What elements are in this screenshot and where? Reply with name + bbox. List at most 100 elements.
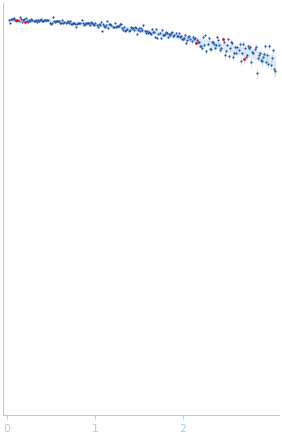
Point — [83, 20, 88, 27]
Point — [74, 24, 78, 31]
Point — [14, 17, 19, 24]
Point — [81, 21, 86, 28]
Point — [139, 24, 144, 31]
Point — [123, 27, 127, 34]
Point — [76, 19, 81, 26]
Point — [237, 41, 242, 48]
Point — [258, 49, 262, 56]
Point — [109, 22, 114, 29]
Point — [79, 16, 84, 23]
Point — [200, 45, 204, 52]
Point — [42, 17, 47, 24]
Point — [39, 16, 43, 23]
Point — [9, 16, 13, 23]
Point — [73, 21, 78, 28]
Point — [173, 30, 178, 37]
Point — [185, 36, 190, 43]
Point — [90, 19, 94, 26]
Point — [103, 24, 107, 31]
Point — [62, 18, 67, 25]
Point — [58, 20, 62, 27]
Point — [132, 27, 136, 34]
Point — [96, 20, 101, 27]
Point — [182, 34, 186, 41]
Point — [46, 17, 51, 24]
Point — [92, 22, 97, 29]
Point — [100, 28, 104, 35]
Point — [10, 15, 14, 22]
Point — [175, 32, 180, 39]
Point — [141, 22, 146, 29]
Point — [65, 18, 70, 25]
Point — [239, 49, 244, 56]
Point — [184, 39, 188, 46]
Point — [121, 26, 125, 33]
Point — [143, 29, 148, 36]
Point — [18, 15, 23, 22]
Point — [205, 40, 210, 47]
Point — [68, 17, 72, 24]
Point — [120, 24, 124, 31]
Point — [17, 14, 22, 21]
Point — [54, 17, 58, 24]
Point — [93, 20, 98, 27]
Point — [179, 33, 183, 40]
Point — [64, 18, 69, 25]
Point — [23, 19, 27, 26]
Point — [180, 36, 184, 43]
Point — [48, 21, 53, 28]
Point — [34, 18, 39, 25]
Point — [249, 59, 254, 66]
Point — [125, 26, 130, 33]
Point — [71, 20, 75, 27]
Point — [152, 28, 157, 35]
Point — [16, 17, 21, 24]
Point — [265, 52, 270, 59]
Point — [15, 16, 20, 23]
Point — [43, 16, 47, 23]
Point — [201, 34, 206, 41]
Point — [37, 18, 41, 25]
Point — [142, 28, 147, 35]
Point — [217, 42, 222, 49]
Point — [147, 28, 151, 35]
Point — [199, 43, 203, 50]
Point — [134, 24, 138, 31]
Point — [248, 44, 253, 51]
Point — [55, 18, 59, 25]
Point — [8, 19, 12, 26]
Point — [233, 43, 237, 50]
Point — [227, 52, 231, 59]
Point — [198, 42, 202, 49]
Point — [190, 34, 195, 41]
Point — [41, 17, 45, 24]
Point — [85, 19, 89, 26]
Point — [208, 45, 213, 52]
Point — [216, 37, 221, 44]
Point — [114, 23, 119, 30]
Point — [213, 45, 217, 52]
Point — [253, 44, 258, 51]
Point — [250, 49, 255, 55]
Point — [221, 38, 226, 45]
Point — [273, 67, 277, 74]
Point — [272, 66, 276, 73]
Point — [25, 17, 29, 24]
Point — [172, 31, 177, 38]
Point — [210, 39, 214, 46]
Point — [91, 21, 96, 28]
Point — [181, 35, 185, 42]
Point — [49, 19, 54, 26]
Point — [159, 26, 164, 33]
Point — [214, 42, 218, 49]
Point — [12, 14, 17, 21]
Point — [164, 29, 168, 36]
Point — [153, 33, 157, 40]
Point — [72, 19, 76, 26]
Point — [218, 46, 222, 53]
Point — [208, 45, 212, 52]
Point — [169, 29, 173, 36]
Point — [113, 20, 117, 27]
Point — [133, 23, 137, 30]
Point — [28, 18, 32, 25]
